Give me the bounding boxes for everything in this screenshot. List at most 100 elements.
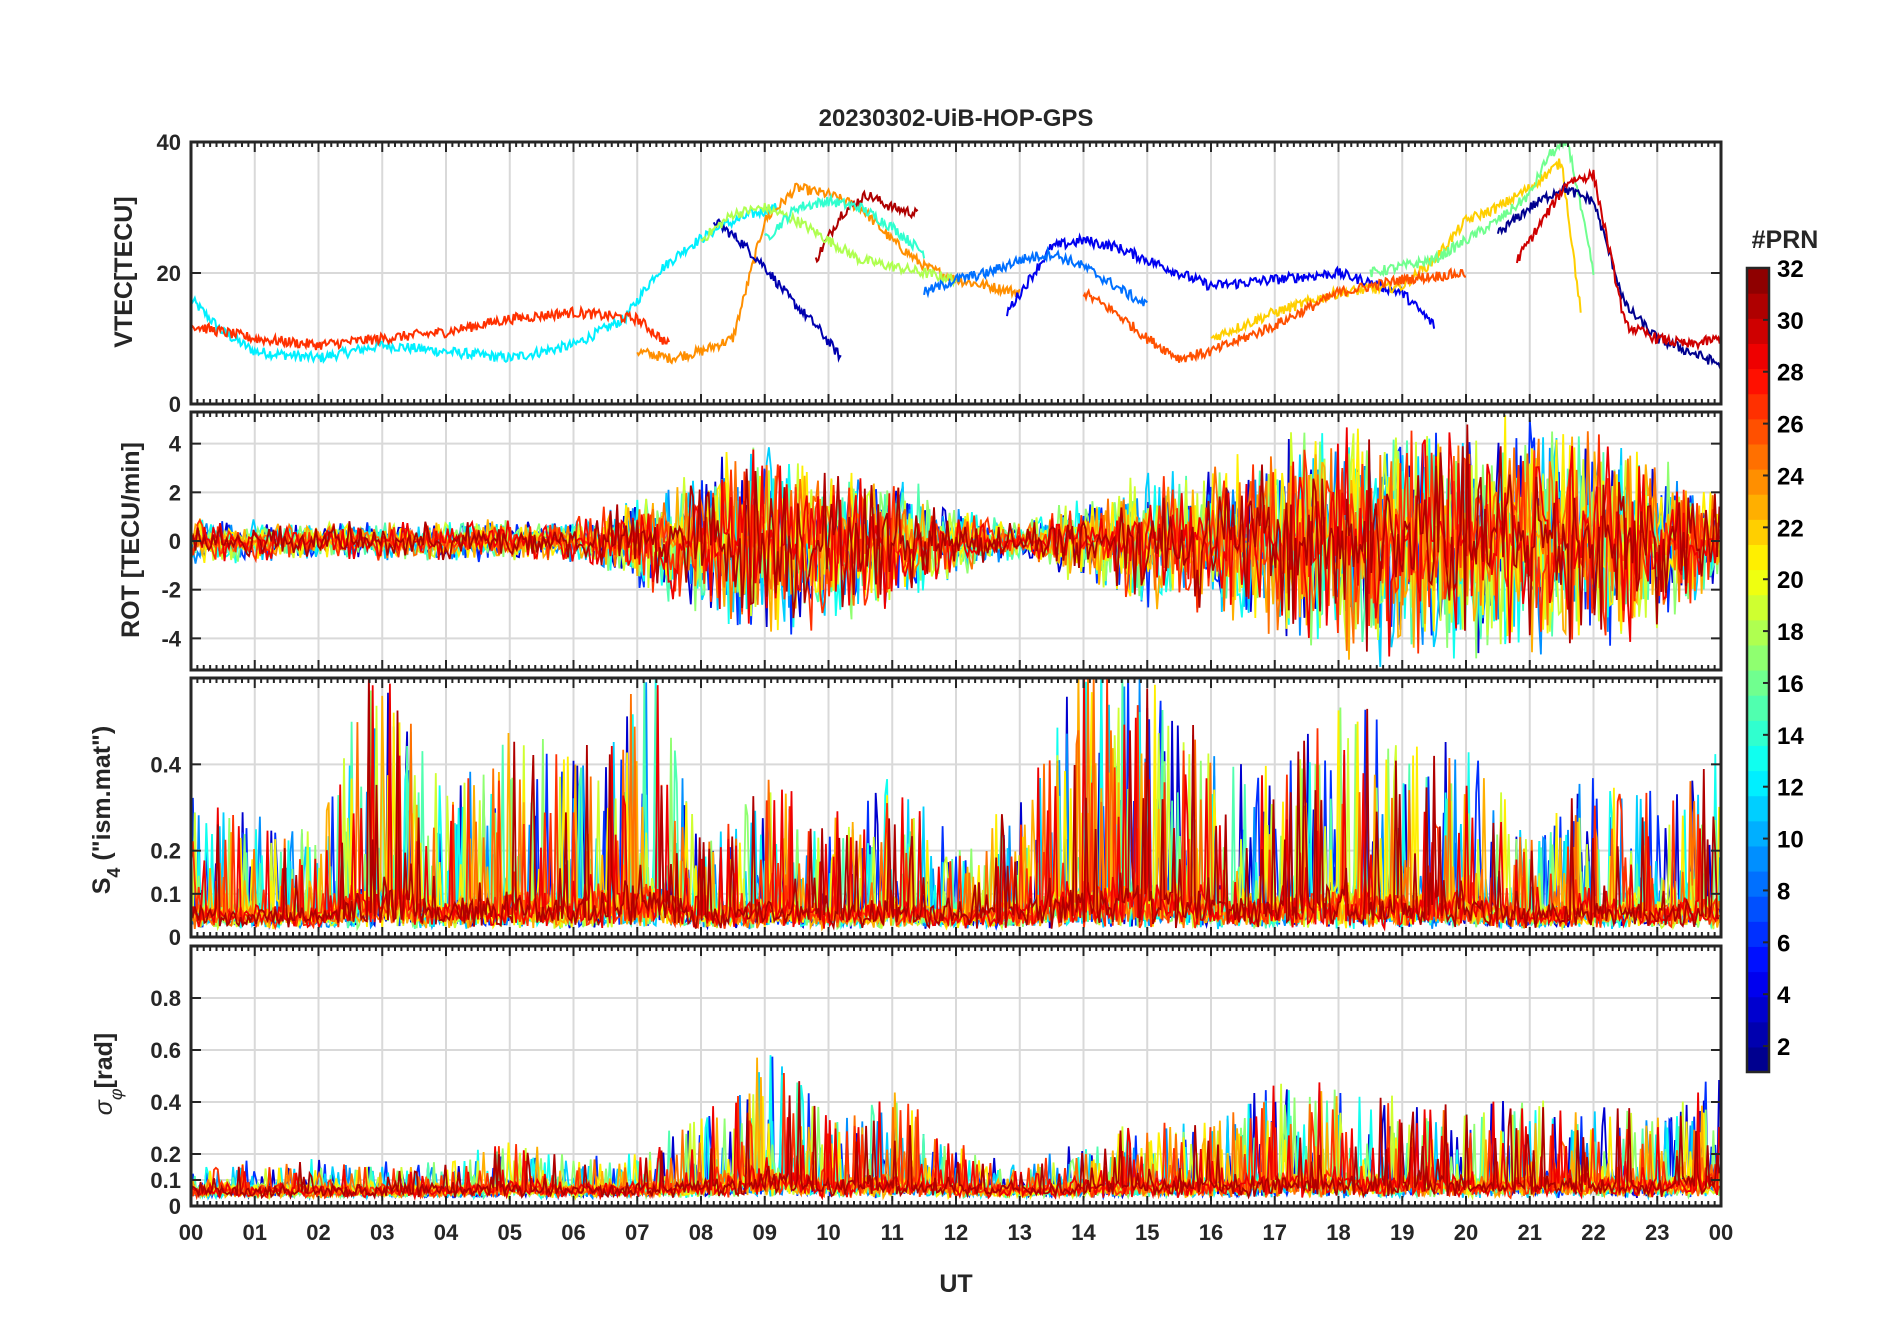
xtick-label: 13 (1008, 1220, 1032, 1245)
trace-prn-31 (191, 1081, 1720, 1200)
panel-s4: 0 0.1 0.2 0.4 S4 ("ism.mat") (88, 676, 1723, 950)
vtec-trace-prn-12 (191, 203, 779, 365)
xtick-label: 20 (1454, 1220, 1478, 1245)
ylabel-s4-rest: ("ism.mat") (88, 726, 116, 868)
colorbar-level (1747, 619, 1769, 646)
xtick-label: 01 (243, 1220, 267, 1245)
colorbar-title: #PRN (1752, 226, 1819, 254)
vtec-trace-prn-18 (700, 202, 957, 288)
vtec-trace-prn-8 (923, 245, 1148, 307)
vtec-trace-prn-31 (814, 189, 919, 264)
xtick-label: 10 (816, 1220, 840, 1245)
colorbar-tick-label: 8 (1777, 878, 1790, 905)
colorbar-tick-label: 10 (1777, 827, 1804, 854)
colorbar-level (1747, 745, 1769, 772)
ylabel-sigma-rest: [rad] (90, 1033, 118, 1089)
colorbar-tick-label: 32 (1777, 256, 1804, 283)
ytick-label: 0.2 (150, 839, 181, 864)
ylabel-sigma-sub: φ (106, 1088, 126, 1100)
xtick-label: 23 (1645, 1220, 1669, 1245)
xtick-label: 08 (689, 1220, 713, 1245)
xtick-label: 15 (1135, 1220, 1159, 1245)
xtick-label: 07 (625, 1220, 649, 1245)
colorbar-level (1747, 494, 1769, 520)
colorbar-level (1747, 544, 1769, 571)
colorbar-level (1747, 519, 1769, 545)
xtick-label: 11 (881, 1220, 904, 1245)
xlabel-ut: UT (939, 1270, 972, 1298)
colorbar-level (1747, 695, 1769, 721)
colorbar-level (1747, 368, 1769, 395)
colorbar-level (1747, 644, 1769, 671)
colorbar-level (1747, 996, 1769, 1023)
colorbar-tick-label: 12 (1777, 775, 1804, 802)
ytick-label: 0.6 (150, 1038, 181, 1063)
colorbar-tick-label: 22 (1777, 515, 1804, 542)
ytick-label: 0 (169, 1194, 181, 1219)
ytick-label: 0.1 (150, 1168, 181, 1193)
traces-panel-2 (191, 678, 1720, 932)
panel-sigma-phi: 00.10.2 0.4 0.6 0.8 00 01 02 03 04 05 06 07 08 09 10 11… (90, 944, 1733, 1298)
ytick-label: 0.8 (150, 986, 181, 1011)
colorbar-level (1747, 268, 1769, 294)
vtec-trace-prn-4 (1006, 232, 1436, 329)
ytick-label: 0.1 (150, 882, 181, 907)
colorbar-tick-label: 24 (1777, 463, 1804, 490)
colorbar-level (1747, 770, 1769, 797)
colorbar-level (1747, 393, 1769, 420)
colorbar-level (1747, 896, 1769, 922)
ytick-label: 0 (169, 392, 181, 417)
ytick-label: 0.2 (150, 1142, 181, 1167)
colorbar-level (1747, 318, 1769, 344)
trace-prn-31 (191, 424, 1721, 652)
colorbar-tick-label: 14 (1777, 723, 1804, 750)
colorbar-level (1747, 293, 1769, 319)
ytick-label: 0 (169, 529, 181, 554)
colorbar-tick-label: 28 (1777, 360, 1804, 387)
colorbar-tick-label: 26 (1777, 412, 1804, 439)
colorbar-level (1747, 921, 1769, 947)
xtick-label: 02 (306, 1220, 330, 1245)
xtick-label: 09 (753, 1220, 777, 1245)
ylabel-vtec: VTEC[TECU] (110, 196, 138, 347)
ylabel-sigma-main: σ (90, 1099, 118, 1115)
xtick-label: 14 (1071, 1220, 1096, 1245)
ytick-label: 0 (169, 925, 181, 950)
colorbar-tick-label: 4 (1777, 982, 1791, 1009)
ytick-label: 40 (157, 130, 181, 155)
vtec-trace-prn-2 (712, 218, 842, 363)
vtec-trace-prn-22 (1210, 158, 1582, 341)
ylabel-s4: S4 ("ism.mat") (88, 726, 124, 895)
colorbar-level (1747, 820, 1769, 847)
trace-prn-29 (191, 678, 1720, 932)
xtick-label: 22 (1581, 1220, 1605, 1245)
xtick-label: 06 (561, 1220, 585, 1245)
panel-rot: -4 -2 0 2 4 ROT [TECU/min] (117, 410, 1723, 672)
traces-panel-0 (191, 142, 1721, 371)
colorbar-tick-label: 30 (1777, 308, 1804, 335)
trace-prn-31 (191, 678, 1720, 931)
colorbar-level (1747, 443, 1769, 470)
colorbar-tick-label: 2 (1777, 1034, 1790, 1061)
colorbar-level (1747, 343, 1769, 370)
colorbar-level (1747, 569, 1769, 596)
colorbar-level (1747, 469, 1769, 495)
ylabel-s4-sub: 4 (104, 868, 124, 878)
xtick-label: 03 (370, 1220, 394, 1245)
colorbar-tick-label: 20 (1777, 567, 1804, 594)
colorbar-level (1747, 946, 1769, 973)
colorbar-level (1747, 720, 1769, 746)
colorbar-level (1747, 1021, 1769, 1048)
colorbar-tick-label: 6 (1777, 930, 1790, 957)
xtick-label: 21 (1518, 1220, 1542, 1245)
xtick-label: 16 (1199, 1220, 1223, 1245)
xtick-label: 17 (1263, 1220, 1287, 1245)
colorbar-box (1745, 266, 1771, 1074)
colorbar-level (1747, 845, 1769, 872)
xtick-label: 05 (498, 1220, 522, 1245)
ytick-label: -4 (161, 626, 181, 651)
xtick-label: 19 (1390, 1220, 1414, 1245)
colorbar-level (1747, 971, 1769, 998)
colorbar-tick-label: 18 (1777, 619, 1804, 646)
ytick-label: 4 (169, 432, 182, 457)
